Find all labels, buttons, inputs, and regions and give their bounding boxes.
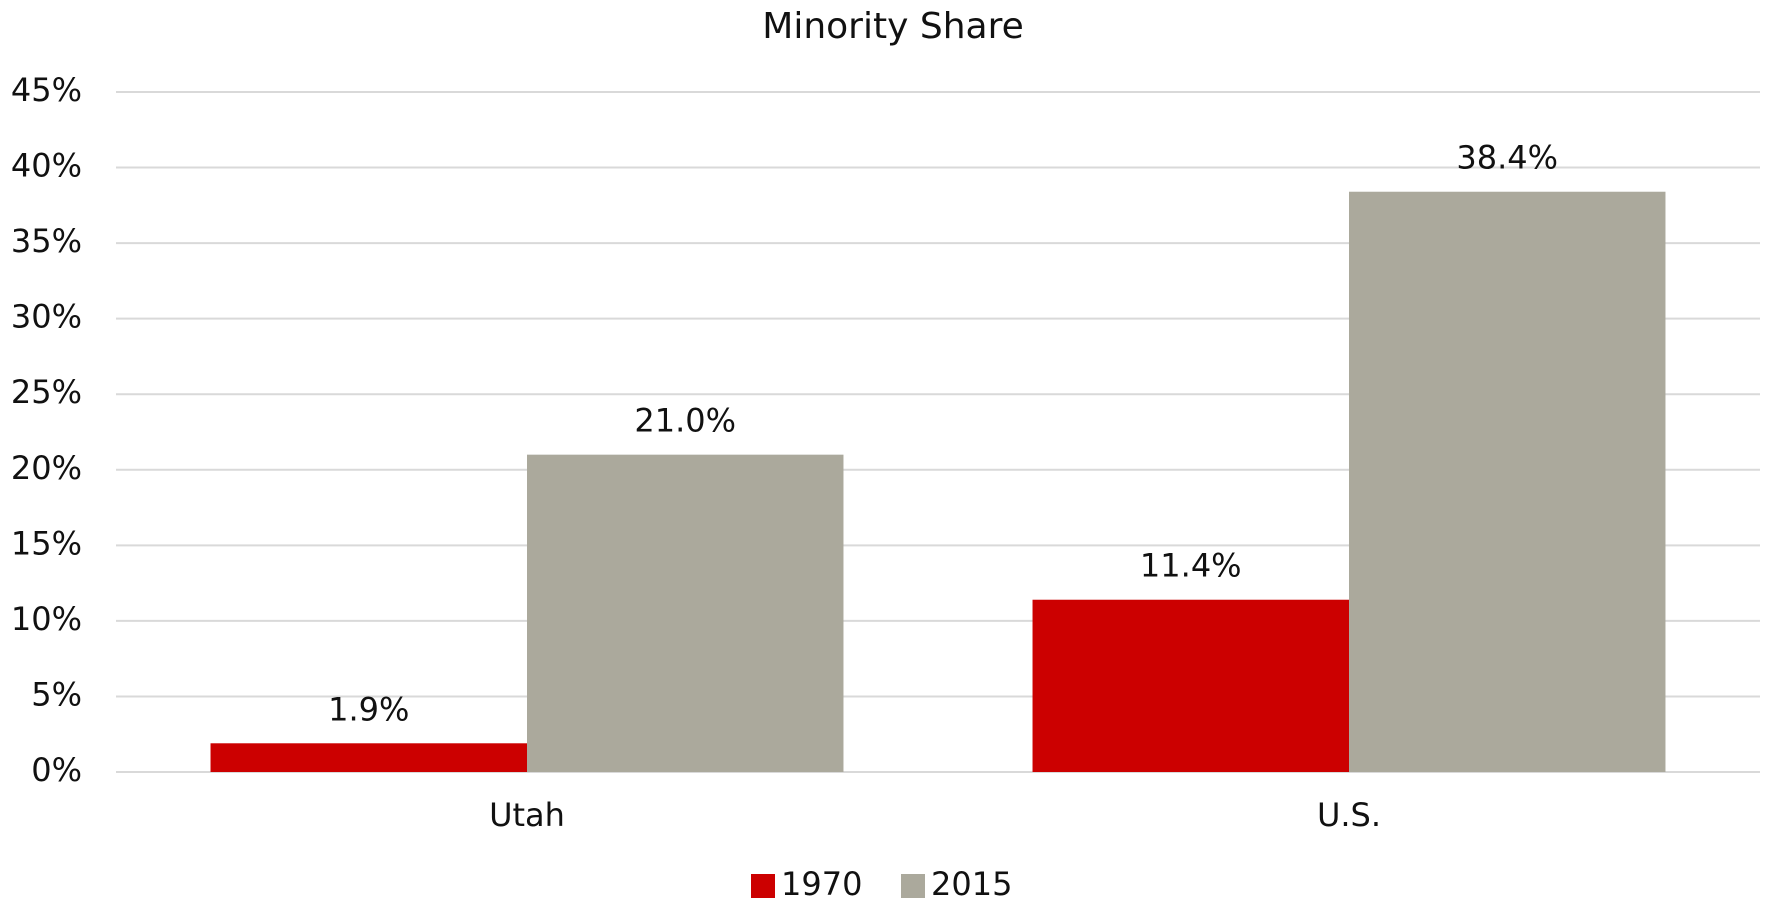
x-tick-label: Utah: [489, 796, 565, 834]
y-tick-label: 20%: [11, 449, 82, 487]
chart-title: Minority Share: [762, 6, 1023, 47]
y-tick-label: 25%: [11, 373, 82, 411]
y-tick-label: 30%: [11, 298, 82, 336]
legend-label: 2015: [931, 865, 1012, 899]
legend-swatch: [901, 874, 925, 898]
legend-label: 1970: [781, 865, 862, 899]
y-tick-label: 40%: [11, 147, 82, 185]
y-tick-label: 10%: [11, 600, 82, 638]
y-tick-label: 5%: [31, 675, 82, 713]
value-label: 11.4%: [1140, 547, 1242, 585]
y-tick-label: 45%: [11, 71, 82, 109]
bar: [210, 743, 527, 772]
value-label: 38.4%: [1456, 139, 1558, 177]
bar: [527, 454, 844, 772]
y-tick-label: 15%: [11, 524, 82, 562]
value-label: 1.9%: [328, 690, 409, 728]
y-tick-label: 35%: [11, 222, 82, 260]
bar: [1349, 191, 1666, 772]
value-label: 21.0%: [634, 402, 736, 440]
x-tick-label: U.S.: [1317, 796, 1381, 834]
legend-swatch: [751, 874, 775, 898]
y-tick-label: 0%: [31, 751, 82, 789]
bar: [1032, 599, 1349, 772]
